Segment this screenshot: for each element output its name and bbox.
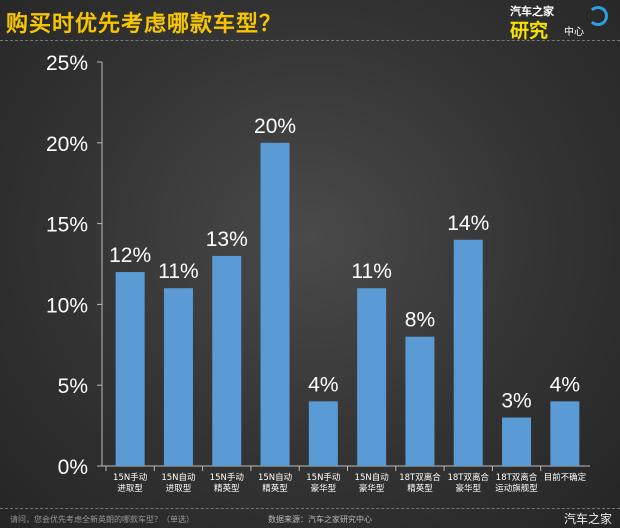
data-source: 数据来源：汽车之家研究中心 [268, 515, 372, 524]
x-tick-label: 精英型 [214, 483, 240, 494]
data-label: 20% [254, 115, 296, 138]
bar [453, 239, 483, 466]
x-tick-label: 精英型 [407, 483, 433, 494]
x-tick-label: 15N手动 [113, 472, 148, 483]
research-center-logo: 汽车之家 研究 中心 [504, 2, 612, 42]
x-tick-label: 18T双离合 [399, 472, 441, 483]
survey-question: 请问，您会优先考虑全新英朗的哪款车型？（单选） [10, 515, 194, 524]
x-tick-label: 15N手动 [210, 472, 245, 483]
bar [212, 255, 242, 466]
logo-text-3: 中心 [564, 27, 584, 38]
chart-title: 购买时优先考虑哪款车型？ [6, 12, 283, 37]
x-tick-label: 豪华型 [311, 483, 337, 494]
bar [405, 336, 435, 466]
x-tick-label: 目前不确定 [544, 472, 587, 483]
x-tick-label: 18T双离合 [447, 472, 489, 483]
header-divider [0, 40, 620, 41]
data-label: 4% [550, 373, 580, 396]
bar [550, 401, 580, 466]
x-tick-label: 15N自动 [355, 472, 390, 483]
x-tick-label: 精英型 [262, 483, 288, 494]
bar [502, 417, 532, 466]
data-label: 13% [206, 228, 248, 251]
x-tick-label: 15N自动 [161, 472, 196, 483]
x-tick-label: 运动旗舰型 [495, 483, 538, 494]
data-label: 11% [351, 260, 391, 283]
x-tick-label: 进取型 [117, 484, 143, 494]
bar [260, 142, 290, 467]
logo-text-1: 汽车之家 [510, 5, 554, 18]
bar [163, 288, 193, 466]
x-tick-label: 18T双离合 [496, 472, 538, 483]
x-tick-label: 15N自动 [258, 472, 293, 483]
bar [357, 288, 387, 466]
bar [115, 272, 145, 466]
brand-watermark: 汽车之家 [563, 512, 612, 526]
data-label: 3% [501, 390, 531, 413]
x-tick-label: 豪华型 [455, 483, 481, 494]
data-label: 8% [405, 309, 435, 332]
y-tick-label: 25% [46, 52, 88, 75]
x-tick-label: 豪华型 [359, 483, 385, 494]
data-label: 12% [109, 244, 151, 267]
data-label: 11% [158, 260, 198, 283]
logo-swirl-icon [588, 6, 608, 26]
y-tick-label: 15% [46, 214, 88, 237]
data-label: 4% [308, 373, 338, 396]
y-tick-label: 0% [58, 456, 88, 479]
data-label: 14% [447, 212, 489, 235]
logo-text-2: 研究 [510, 20, 549, 42]
bar [308, 401, 338, 466]
x-tick-label: 进取型 [166, 484, 192, 494]
y-tick-label: 10% [46, 294, 88, 317]
x-tick-label: 15N手动 [306, 472, 341, 483]
y-tick-label: 5% [58, 375, 88, 398]
footer-divider [0, 508, 620, 509]
y-tick-label: 20% [46, 133, 88, 156]
